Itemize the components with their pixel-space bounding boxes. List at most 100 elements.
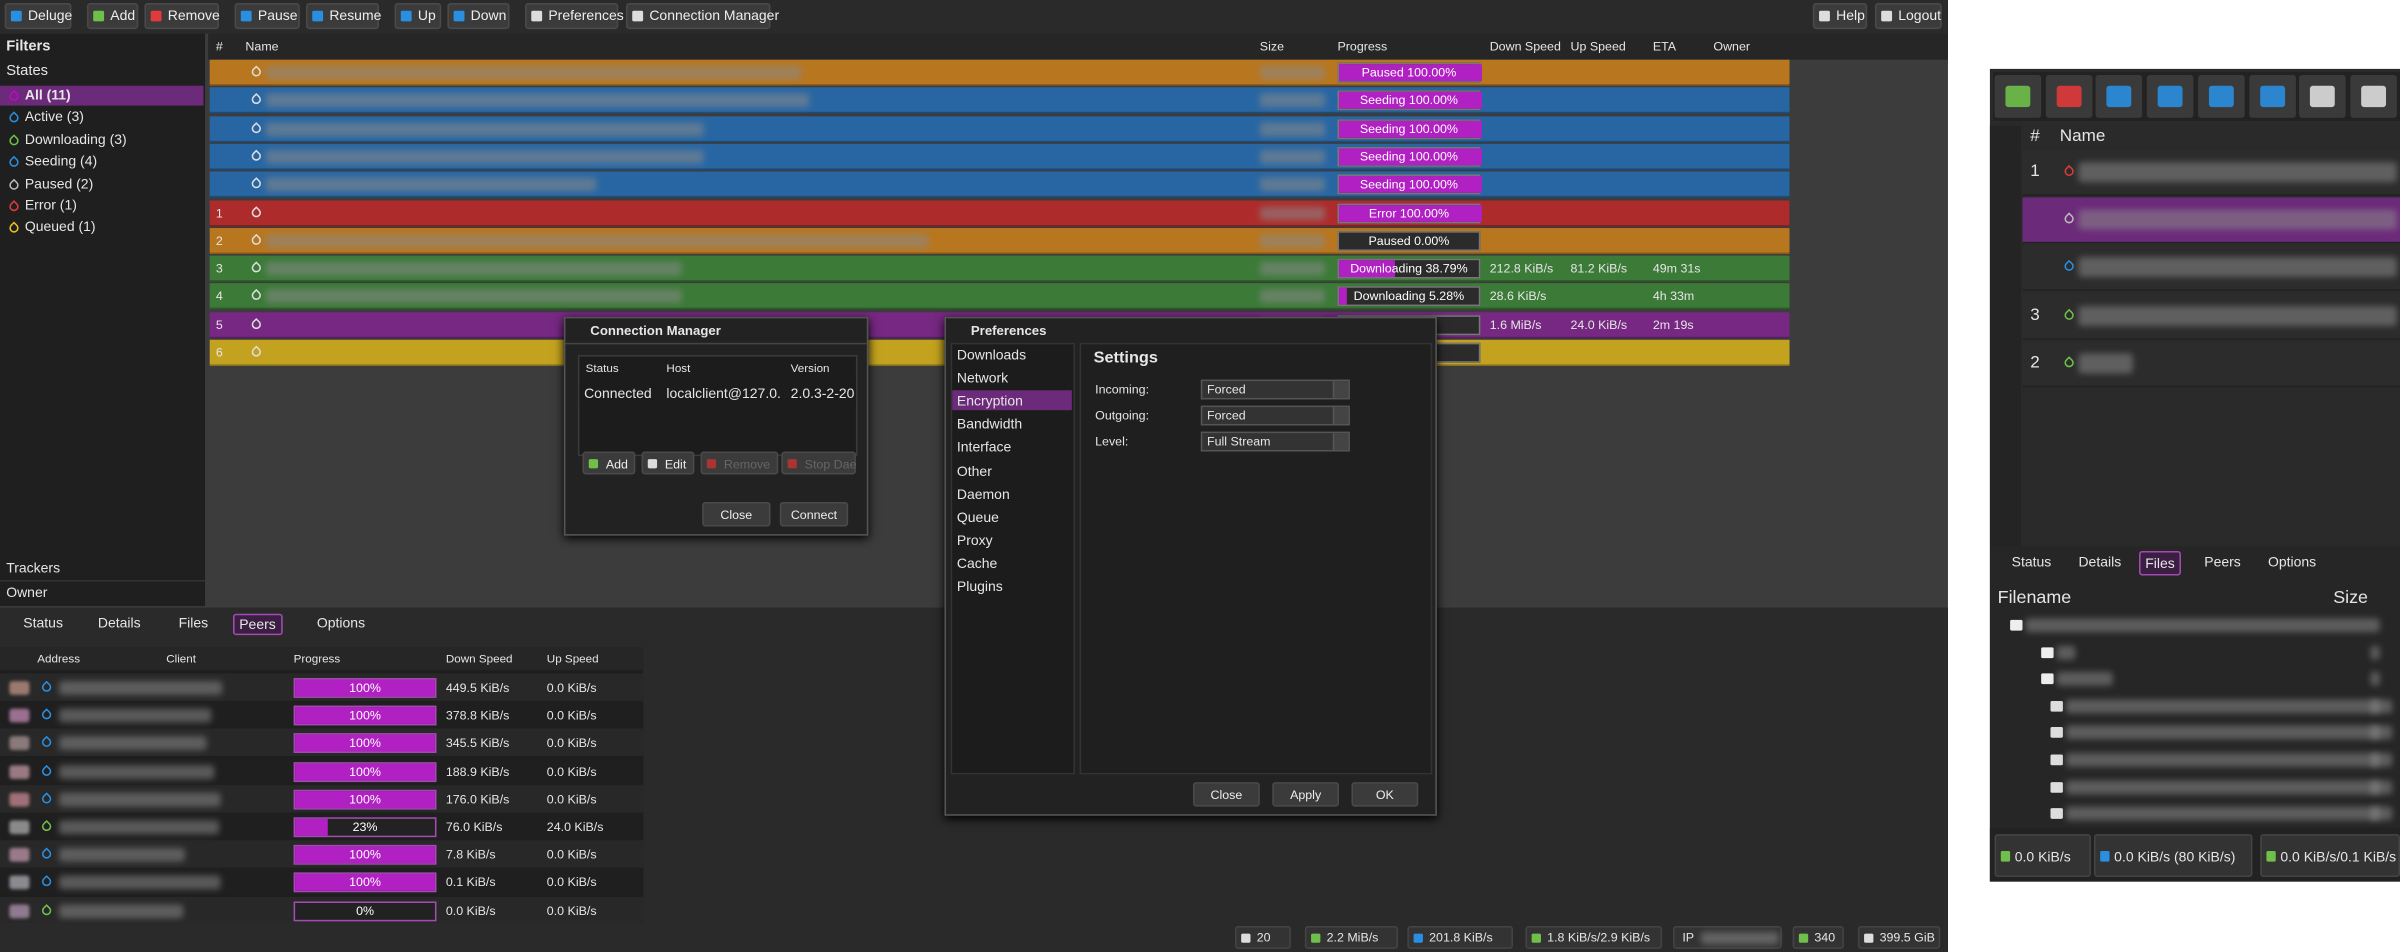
peer-column-header[interactable]: Up Speed — [546, 651, 599, 666]
category[interactable]: Cache — [956, 555, 998, 571]
peer-column-header[interactable]: Progress — [293, 651, 341, 666]
dialog-button[interactable]: Close — [702, 502, 771, 527]
mobile-tool[interactable] — [1994, 74, 2042, 118]
torrent-row[interactable]: 2 Paused 0.00% — [209, 227, 1790, 254]
mobile-row[interactable]: 1 — [2022, 149, 2400, 196]
state-filter[interactable]: Queued (1) — [24, 219, 96, 235]
toolbar-button[interactable]: Add — [86, 3, 139, 30]
details-tab[interactable]: Peers — [233, 613, 282, 636]
mobile-tool[interactable] — [2096, 74, 2143, 118]
state-filter[interactable]: Seeding (4) — [24, 153, 98, 169]
column-header[interactable]: Size — [1259, 39, 1284, 54]
column-header[interactable]: ETA — [1652, 39, 1677, 54]
mobile-tool[interactable] — [2045, 74, 2092, 118]
category[interactable]: Queue — [956, 509, 999, 525]
mobile-tool[interactable] — [2350, 74, 2397, 118]
toolbar-button[interactable]: Logout — [1874, 3, 1942, 30]
category[interactable]: Other — [956, 462, 992, 479]
column-header[interactable]: Progress — [1337, 39, 1388, 54]
mobile-tab[interactable]: Peers — [2204, 554, 2241, 570]
mobile-tab[interactable]: Files — [2139, 550, 2181, 576]
mobile-column[interactable]: Name — [2059, 127, 2106, 146]
status-item[interactable]: IP — [1673, 925, 1782, 949]
select[interactable]: Forced — [1200, 379, 1350, 400]
toolbar-button[interactable]: Connection Manager — [626, 3, 779, 30]
category[interactable]: Plugins — [956, 578, 1003, 594]
peer-column-header[interactable]: Down Speed — [445, 651, 513, 666]
peer-column-header[interactable]: Address — [37, 651, 81, 666]
mobile-status-item[interactable]: 0.0 KiB/s — [1994, 834, 2091, 877]
mobile-status-item[interactable]: 0.0 KiB/s (80 KiB/s) — [2093, 834, 2253, 877]
mobile-file-column[interactable]: Filename — [1997, 589, 2072, 608]
toolbar-button[interactable]: Down — [447, 3, 510, 30]
state-filter[interactable]: Active (3) — [24, 109, 84, 125]
column-header[interactable]: Up Speed — [1570, 39, 1626, 54]
torrent-row[interactable]: Seeding 100.00% — [209, 143, 1790, 170]
category[interactable]: Network — [956, 370, 1009, 386]
category[interactable]: Downloads — [956, 347, 1027, 363]
category[interactable]: Daemon — [956, 486, 1010, 502]
torrent-row[interactable]: 1 Error 100.00% — [209, 199, 1790, 226]
select[interactable]: Forced — [1200, 405, 1350, 426]
mobile-tool[interactable] — [2146, 74, 2194, 118]
torrent-row[interactable]: Paused 100.00% — [209, 59, 1790, 86]
details-tab[interactable]: Options — [316, 615, 366, 631]
status-item[interactable]: 1.8 KiB/s/2.9 KiB/s — [1525, 925, 1663, 949]
category[interactable]: Proxy — [956, 532, 993, 548]
host-row[interactable]: Connected localclient@127.0. 2.0.3-2-20 — [579, 381, 856, 406]
mobile-row[interactable] — [2022, 245, 2400, 292]
mobile-tool[interactable] — [2299, 74, 2346, 118]
mobile-column[interactable]: # — [2030, 127, 2040, 146]
column-header[interactable]: Owner — [1713, 39, 1751, 54]
torrent-row[interactable]: Seeding 100.00% — [209, 171, 1790, 198]
category[interactable]: Bandwidth — [956, 416, 1023, 433]
mobile-tool[interactable] — [2248, 74, 2296, 118]
status-item[interactable]: 399.5 GiB — [1857, 925, 1941, 949]
mobile-file-column[interactable]: Size — [2333, 589, 2368, 608]
toolbar-button[interactable]: Help — [1812, 3, 1868, 30]
dialog-button[interactable]: Connect — [779, 502, 849, 527]
mobile-row[interactable]: 2 — [2022, 340, 2400, 387]
select[interactable]: Full Stream — [1200, 431, 1350, 452]
state-filter[interactable]: Paused (2) — [24, 175, 94, 191]
status-item[interactable]: 2.2 MiB/s — [1304, 925, 1399, 949]
column-header[interactable]: Name — [245, 39, 279, 54]
mobile-tab[interactable]: Details — [2078, 554, 2122, 570]
category[interactable]: Interface — [956, 439, 1012, 456]
mobile-row[interactable] — [2022, 197, 2400, 244]
mobile-status-item[interactable]: 0.0 KiB/s/0.1 KiB/s — [2260, 834, 2400, 877]
state-filter[interactable]: Downloading (3) — [24, 131, 127, 147]
status-item[interactable]: 201.8 KiB/s — [1407, 925, 1514, 949]
details-tab[interactable]: Details — [97, 615, 141, 631]
torrent-row[interactable]: 4 Downloading 5.28% 28.6 KiB/s 4h 33m — [209, 283, 1790, 310]
details-tab[interactable]: Status — [23, 615, 63, 631]
category[interactable]: Encryption — [956, 393, 1023, 409]
trackers-title[interactable]: Trackers — [6, 560, 61, 576]
toolbar-button[interactable]: Pause — [234, 3, 300, 30]
toolbar-button[interactable]: Resume — [306, 3, 381, 30]
state-filter[interactable]: Error (1) — [24, 197, 77, 213]
column-header[interactable]: # — [215, 39, 223, 54]
status-item[interactable]: 340 — [1792, 925, 1844, 949]
dialog-button[interactable]: Edit — [641, 451, 695, 475]
mobile-row[interactable]: 3 — [2022, 293, 2400, 340]
status-item[interactable]: 20 — [1234, 925, 1291, 949]
dialog-button[interactable]: OK — [1351, 782, 1419, 807]
torrent-row[interactable]: Seeding 100.00% — [209, 115, 1790, 142]
owner-title[interactable]: Owner — [6, 584, 48, 600]
dialog-button[interactable]: Apply — [1272, 782, 1340, 807]
dialog-button[interactable]: Add — [582, 451, 636, 475]
dialog-button[interactable]: Close — [1193, 782, 1260, 807]
toolbar-button[interactable]: Preferences — [525, 3, 624, 30]
mobile-tab[interactable]: Options — [2267, 554, 2317, 570]
peer-column-header[interactable]: Client — [166, 651, 197, 666]
toolbar-button[interactable]: Remove — [144, 3, 220, 30]
column-header[interactable]: Down Speed — [1489, 39, 1561, 54]
toolbar-button[interactable]: Up — [394, 3, 442, 30]
dialog-button[interactable]: Remove — [700, 451, 779, 475]
torrent-row[interactable]: Seeding 100.00% — [209, 87, 1790, 114]
mobile-tab[interactable]: Status — [2011, 554, 2052, 570]
state-filter[interactable]: All (11) — [24, 87, 71, 103]
details-tab[interactable]: Files — [178, 615, 209, 631]
mobile-tool[interactable] — [2197, 74, 2245, 118]
